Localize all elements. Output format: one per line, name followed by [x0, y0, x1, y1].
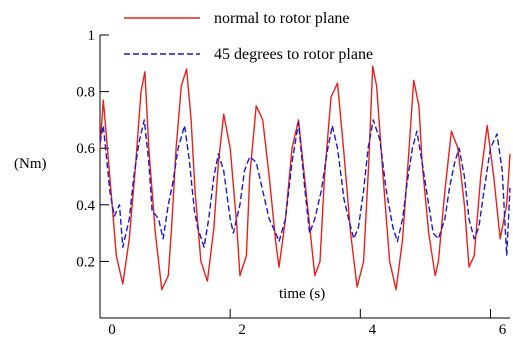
series-line-1 — [99, 65, 511, 291]
y-tick-label: 0.6 — [76, 141, 95, 157]
x-tick-label: 6 — [499, 322, 507, 338]
series-group — [99, 65, 511, 291]
x-tick-label: 2 — [238, 322, 246, 338]
x-tick-label: 0 — [108, 322, 116, 338]
y-tick-label: 0.4 — [76, 198, 95, 214]
y-ticks: 0.2 0.4 0.6 0.8 1 — [76, 28, 109, 270]
legend: normal to rotor plane 45 degrees to rotor… — [124, 10, 373, 63]
x-axis-label: time (s) — [279, 286, 325, 302]
legend-label-2: 45 degrees to rotor plane — [214, 46, 373, 63]
y-axis-label: (Nm) — [14, 156, 47, 172]
x-ticks: 0 2 4 6 — [99, 309, 507, 338]
legend-label-1: normal to rotor plane — [214, 10, 350, 27]
y-tick-label: 0.8 — [76, 85, 95, 101]
plot-area: 0.2 0.4 0.6 0.8 1 0 2 4 6 — [76, 28, 511, 338]
y-tick-label: 1 — [88, 28, 96, 44]
y-tick-label: 0.2 — [76, 254, 95, 270]
series-line-2 — [99, 119, 511, 257]
x-tick-label: 4 — [369, 322, 377, 338]
